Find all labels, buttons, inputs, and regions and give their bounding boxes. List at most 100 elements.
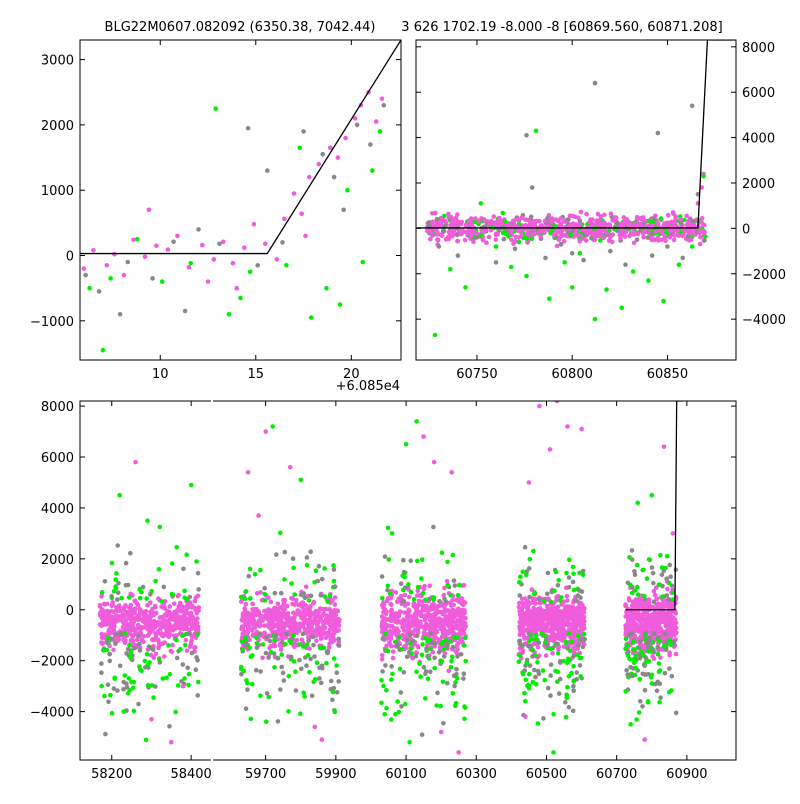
- bottom-season-3-core-point: [544, 610, 550, 616]
- bottom-season-4-low-point: [654, 688, 660, 693]
- top-right-band-point: [557, 234, 563, 240]
- bottom-season-1-low-point: [250, 681, 255, 687]
- bottom-season-2-low-point: [435, 690, 440, 696]
- bottom-season-2-core-point: [459, 601, 465, 606]
- bottom-season-2-low-point: [428, 631, 434, 636]
- bottom-season-1-core-point: [323, 606, 329, 612]
- top-left-point-gray: [150, 276, 155, 281]
- bottom-season-4-core-point: [641, 622, 647, 628]
- bottom-season-0-core-point: [101, 601, 107, 607]
- bottom-season-3-low-point: [526, 643, 531, 649]
- bottom-season-4-high-point: [629, 557, 635, 562]
- bottom-season-2-low-point: [441, 646, 447, 652]
- bottom-season-0-core-point: [111, 647, 116, 653]
- bottom-season-1-low-point: [260, 642, 266, 647]
- bottom-season-0-low-point: [136, 701, 141, 707]
- bottom-season-0-low-point: [167, 724, 172, 729]
- bottom-season-4-low-point: [666, 689, 672, 695]
- bottom-season-0-low-point: [99, 683, 104, 689]
- bottom-season-3-low-point: [527, 671, 532, 677]
- bottom-season-3-high-point: [564, 570, 569, 576]
- bottom-season-1-core-point: [296, 602, 302, 608]
- bottom-season-2-low-point: [455, 654, 460, 659]
- bottom-season-4-core-point: [673, 625, 679, 631]
- top-left-point-magenta: [282, 216, 287, 222]
- bottom-season-1-high-point: [238, 594, 244, 600]
- bottom-season-0-core-point: [169, 649, 175, 655]
- top-left-point-green: [159, 279, 165, 284]
- bottom-season-2-core-point: [457, 611, 462, 616]
- bottom-season-1-low-point: [310, 634, 316, 640]
- bottom-season-4-core-point: [630, 604, 635, 609]
- bottom-season-4-low-point: [657, 700, 662, 705]
- top-right-band-point: [671, 237, 677, 243]
- bottom-season-0-core-point: [117, 605, 122, 610]
- bottom-season-0-core-point: [128, 591, 133, 597]
- top-right-point-green: [577, 251, 583, 256]
- bottom-season-0-core-point: [195, 593, 201, 599]
- bottom-season-1-core-point: [318, 617, 323, 622]
- bottom-season-1-low-point: [336, 636, 342, 642]
- bottom-season-1-high-point: [274, 552, 279, 557]
- bottom-season-3-low-point: [582, 636, 587, 642]
- bottom-seg1-xtick-label: 60700: [596, 767, 637, 782]
- bottom-season-1-core-point: [250, 601, 255, 607]
- bottom-season-3-core-point: [568, 622, 573, 627]
- bottom-season-4-core-point: [653, 585, 659, 590]
- bottom-season-2-core-point: [432, 618, 438, 624]
- bottom-season-1-core-point: [239, 635, 245, 640]
- bottom-season-0-core-point: [144, 624, 149, 629]
- top-left-point-green: [324, 285, 329, 291]
- bottom-season-4-low-point: [638, 699, 643, 704]
- bottom-season-4-high-point: [664, 593, 670, 598]
- top-left-point-magenta: [175, 233, 180, 239]
- bottom-season-3-low-point: [527, 663, 533, 668]
- bottom-season-1-core-point: [275, 601, 281, 607]
- top-right-band-point: [688, 237, 694, 243]
- top-right-band-point: [652, 216, 657, 221]
- bottom-season-2-core-point: [446, 631, 451, 636]
- bottom-season-0-core-point: [121, 613, 126, 618]
- bottom-season-0-low-point: [142, 658, 148, 664]
- bottom-season-4-high-point: [659, 565, 665, 570]
- bottom-season-0-low-point: [145, 662, 151, 668]
- bottom-season-0-core-point: [131, 638, 136, 644]
- top-left-point-gray: [117, 312, 123, 317]
- top-left-point-magenta: [91, 248, 96, 253]
- bottom-season-2-outlier: [438, 729, 444, 735]
- bottom-season-3-high-point: [520, 569, 526, 574]
- bottom-season-4-core-point: [653, 620, 659, 625]
- top-right-point-magenta: [550, 217, 556, 222]
- top-right-point-magenta: [585, 231, 590, 236]
- bottom-season-0-low-point: [113, 632, 118, 637]
- bottom-season-2-low-point: [448, 665, 454, 670]
- top-right-point-gray: [558, 242, 564, 247]
- bottom-season-4-low-point: [657, 638, 663, 644]
- bottom-season-1-low-point: [301, 690, 306, 695]
- bottom-season-1-core-point: [288, 625, 293, 630]
- bottom-season-0-core-point: [191, 625, 197, 630]
- bottom-season-3-low-point: [530, 679, 536, 685]
- bottom-season-1-low-point: [267, 638, 273, 644]
- bottom-season-3-outlier: [523, 714, 528, 719]
- bottom-season-1-high-point: [252, 572, 258, 577]
- bottom-season-3-low-point: [540, 668, 546, 673]
- bottom-season-3-low-point: [565, 660, 570, 665]
- bottom-season-0-core-point: [189, 634, 195, 639]
- top-right-point-gray: [680, 255, 685, 261]
- bottom-season-1-core-point: [327, 619, 333, 625]
- top-right-band-point: [471, 239, 476, 244]
- bottom-season-2-low-point: [454, 666, 459, 672]
- bottom-season-4-low-point: [626, 649, 631, 654]
- bottom-season-2-high-point: [451, 578, 457, 583]
- bottom-season-2-low-point: [438, 641, 444, 647]
- bottom-season-4-high-point: [651, 580, 656, 586]
- bottom-season-3-low-point: [556, 691, 562, 696]
- bottom-season-3-core-point: [548, 609, 554, 614]
- bottom-season-0-core-point: [167, 604, 172, 609]
- bottom-ytick-label: 6000: [41, 451, 74, 466]
- bottom-season-2-core-point: [438, 619, 443, 625]
- bottom-season-3-high-point: [578, 595, 583, 600]
- bottom-season-1-low-point: [248, 716, 254, 722]
